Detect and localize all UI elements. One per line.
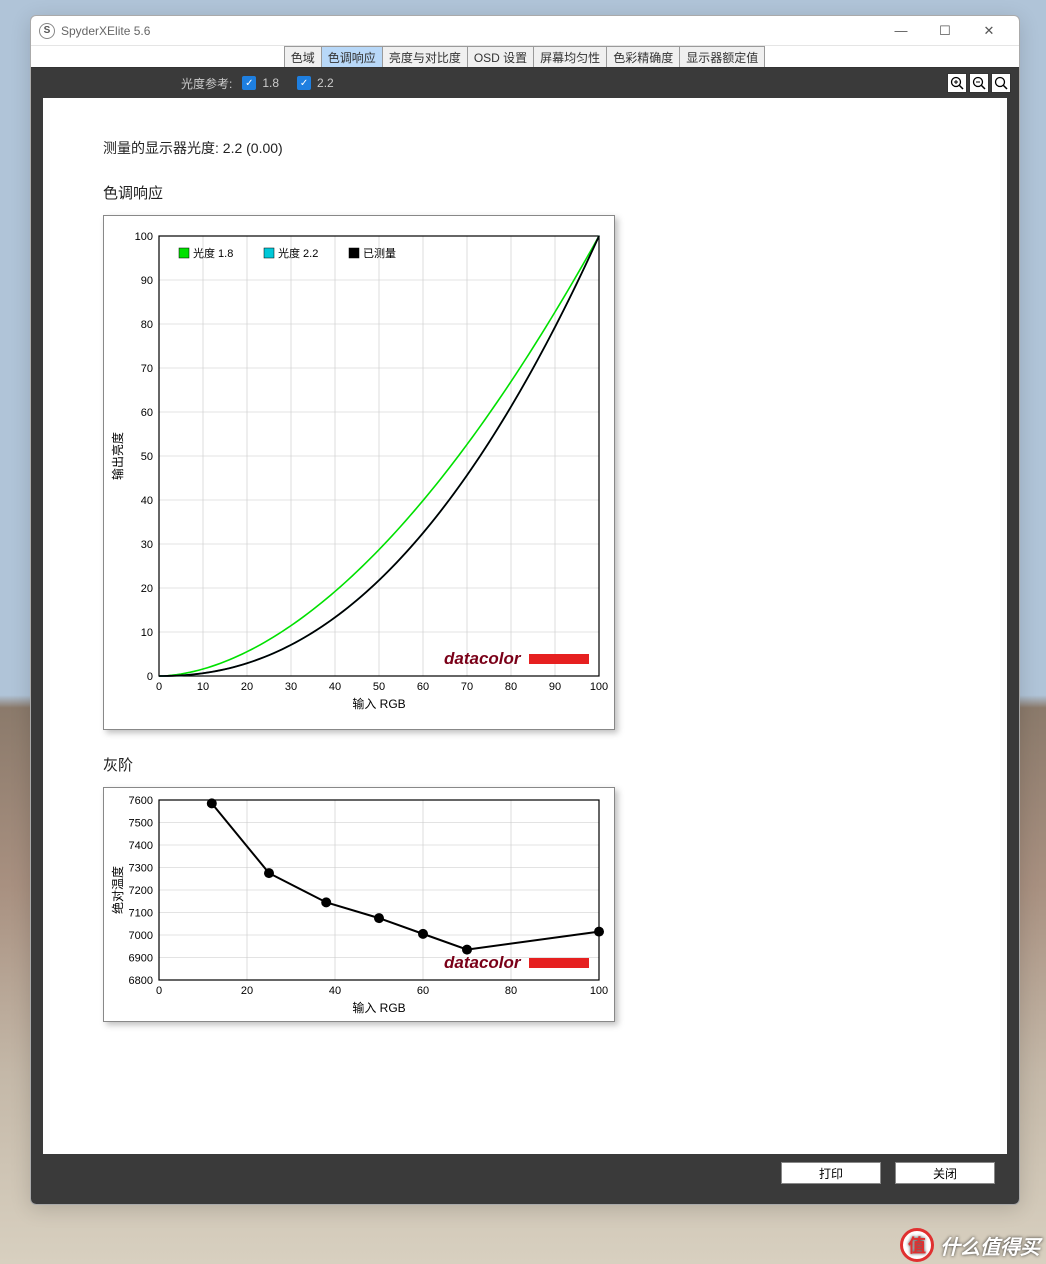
tone-response-title: 色调响应 bbox=[103, 182, 947, 203]
svg-text:60: 60 bbox=[141, 407, 153, 419]
zoom-in-icon[interactable] bbox=[947, 73, 967, 93]
tab-2[interactable]: 亮度与对比度 bbox=[382, 46, 468, 67]
content-wrap: 测量的显示器光度: 2.2 (0.00) 色调响应 0 10 20 30 40 50 60 7… bbox=[31, 98, 1019, 1204]
close-window-button[interactable]: ✕ bbox=[967, 17, 1011, 45]
svg-text:100: 100 bbox=[590, 985, 608, 997]
svg-text:100: 100 bbox=[590, 681, 608, 693]
tab-4[interactable]: 屏幕均匀性 bbox=[533, 46, 607, 67]
svg-text:datacolor: datacolor bbox=[444, 953, 522, 972]
minimize-button[interactable]: — bbox=[879, 17, 923, 45]
svg-text:90: 90 bbox=[141, 275, 153, 287]
tab-5[interactable]: 色彩精确度 bbox=[606, 46, 680, 67]
checkbox-18-label: 1.8 bbox=[262, 76, 279, 90]
svg-text:输入 RGB: 输入 RGB bbox=[352, 1000, 405, 1015]
close-button[interactable]: 关闭 bbox=[895, 1162, 995, 1184]
svg-text:20: 20 bbox=[241, 681, 253, 693]
svg-text:7100: 7100 bbox=[129, 908, 153, 920]
svg-text:40: 40 bbox=[329, 681, 341, 693]
svg-text:60: 60 bbox=[417, 681, 429, 693]
svg-text:0: 0 bbox=[156, 681, 162, 693]
checkbox-22-label: 2.2 bbox=[317, 76, 334, 90]
zoom-out-icon[interactable] bbox=[969, 73, 989, 93]
svg-text:30: 30 bbox=[285, 681, 297, 693]
app-window: S SpyderXElite 5.6 — ☐ ✕ 色域色调响应亮度与对比度OSD… bbox=[30, 15, 1020, 1205]
options-bar: 光度参考: ✓ 1.8 ✓ 2.2 bbox=[31, 68, 1019, 98]
gamma-ref-label: 光度参考: bbox=[181, 75, 232, 92]
svg-text:50: 50 bbox=[141, 451, 153, 463]
svg-text:6800: 6800 bbox=[129, 975, 153, 987]
svg-text:光度 2.2: 光度 2.2 bbox=[278, 246, 318, 260]
tone-response-chart: 0 10 20 30 40 50 60 70 80 90 100 0 10 20 30 40 50 60 70 80 9… bbox=[103, 215, 615, 730]
svg-text:0: 0 bbox=[147, 671, 153, 683]
svg-text:50: 50 bbox=[373, 681, 385, 693]
print-button[interactable]: 打印 bbox=[781, 1162, 881, 1184]
svg-text:10: 10 bbox=[141, 627, 153, 639]
svg-text:7000: 7000 bbox=[129, 930, 153, 942]
svg-text:60: 60 bbox=[417, 985, 429, 997]
checkbox-18[interactable]: ✓ bbox=[242, 76, 256, 90]
svg-text:输入 RGB: 输入 RGB bbox=[352, 696, 405, 711]
tabs: 色域色调响应亮度与对比度OSD 设置屏幕均匀性色彩精确度显示器额定值 bbox=[31, 46, 1019, 68]
report-page[interactable]: 测量的显示器光度: 2.2 (0.00) 色调响应 0 10 20 30 40 50 60 7… bbox=[43, 98, 1007, 1154]
svg-text:7500: 7500 bbox=[129, 818, 153, 830]
tab-1[interactable]: 色调响应 bbox=[321, 46, 383, 67]
tab-3[interactable]: OSD 设置 bbox=[467, 46, 534, 67]
svg-text:7200: 7200 bbox=[129, 885, 153, 897]
svg-text:7300: 7300 bbox=[129, 863, 153, 875]
watermark-text: 什么值得买 bbox=[940, 1231, 1040, 1260]
tab-0[interactable]: 色域 bbox=[284, 46, 322, 67]
maximize-button[interactable]: ☐ bbox=[923, 17, 967, 45]
svg-text:10: 10 bbox=[197, 681, 209, 693]
grayscale-title: 灰阶 bbox=[103, 754, 947, 775]
svg-text:30: 30 bbox=[141, 539, 153, 551]
svg-text:6900: 6900 bbox=[129, 953, 153, 965]
zoom-fit-icon[interactable] bbox=[991, 73, 1011, 93]
svg-text:80: 80 bbox=[505, 985, 517, 997]
svg-text:7400: 7400 bbox=[129, 840, 153, 852]
svg-text:70: 70 bbox=[461, 681, 473, 693]
svg-text:100: 100 bbox=[135, 231, 153, 243]
svg-text:已测量: 已测量 bbox=[363, 247, 396, 260]
app-icon: S bbox=[39, 23, 55, 39]
svg-text:datacolor: datacolor bbox=[444, 649, 522, 668]
svg-text:20: 20 bbox=[141, 583, 153, 595]
site-watermark: 值 什么值得买 bbox=[900, 1228, 1040, 1262]
window-title: SpyderXElite 5.6 bbox=[61, 24, 150, 38]
measured-gamma-text: 测量的显示器光度: 2.2 (0.00) bbox=[103, 138, 947, 158]
svg-text:输出亮度: 输出亮度 bbox=[110, 432, 125, 480]
svg-text:70: 70 bbox=[141, 363, 153, 375]
titlebar: S SpyderXElite 5.6 — ☐ ✕ bbox=[31, 16, 1019, 46]
button-row: 打印 关闭 bbox=[43, 1154, 1007, 1192]
svg-text:0: 0 bbox=[156, 985, 162, 997]
svg-text:7600: 7600 bbox=[129, 795, 153, 807]
svg-text:20: 20 bbox=[241, 985, 253, 997]
svg-text:40: 40 bbox=[141, 495, 153, 507]
checkbox-22[interactable]: ✓ bbox=[297, 76, 311, 90]
tab-6[interactable]: 显示器额定值 bbox=[679, 46, 765, 67]
svg-text:40: 40 bbox=[329, 985, 341, 997]
grayscale-chart: 0 20 40 60 80 100 6800 6900 7000 7100 7200 7300 7400… bbox=[103, 787, 615, 1022]
svg-text:80: 80 bbox=[505, 681, 517, 693]
watermark-badge-icon: 值 bbox=[900, 1228, 934, 1262]
svg-text:光度 1.8: 光度 1.8 bbox=[193, 246, 233, 260]
svg-text:90: 90 bbox=[549, 681, 561, 693]
svg-text:绝对温度: 绝对温度 bbox=[110, 866, 125, 914]
svg-text:80: 80 bbox=[141, 319, 153, 331]
